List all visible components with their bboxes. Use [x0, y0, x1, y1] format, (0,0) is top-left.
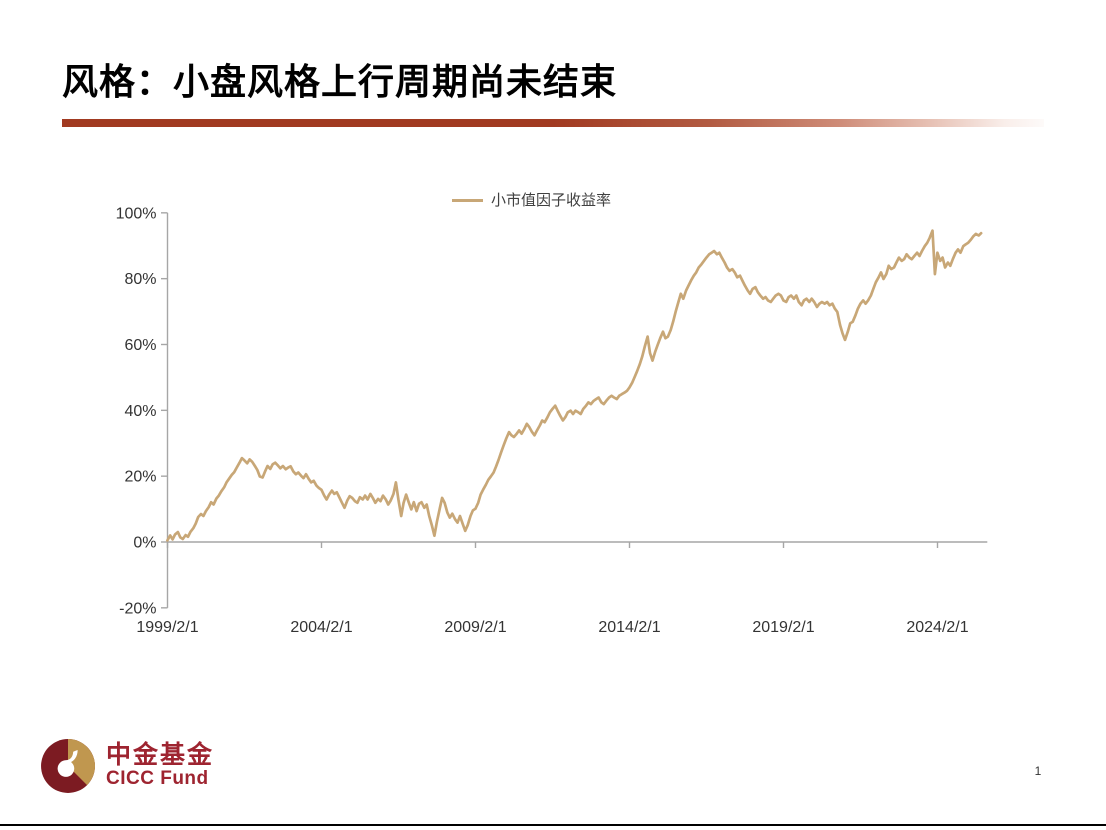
- logo-text-en: CICC Fund: [106, 767, 209, 789]
- y-tick-label: 0%: [133, 535, 156, 552]
- logo-text: 中金基金 CICC Fund: [106, 742, 214, 789]
- x-tick-label: 2004/2/1: [290, 619, 352, 636]
- logo-text-cn: 中金基金: [106, 741, 215, 770]
- y-tick-label: 20%: [124, 469, 156, 486]
- cicc-fund-logo-icon: [41, 739, 95, 793]
- x-tick-label: 1999/2/1: [136, 619, 198, 636]
- legend-label: 小市值因子收益率: [491, 192, 612, 209]
- x-tick-label: 2014/2/1: [598, 619, 660, 636]
- y-tick-label: 100%: [116, 205, 157, 222]
- x-tick-label: 2024/2/1: [906, 619, 968, 636]
- factor-return-chart: 100% 80% 60% 40% 20% 0% -20% 1999/2/1 2004/2/1 20…: [116, 205, 988, 636]
- page-number: 1: [1034, 764, 1042, 778]
- footer: 中金基金 CICC Fund: [40, 738, 214, 794]
- legend-line-swatch: [452, 198, 483, 203]
- x-tick-label: 2019/2/1: [752, 619, 814, 636]
- page-title: 风格：小盘风格上行周期尚未结束: [62, 62, 618, 102]
- chart-legend: 小市值因子收益率: [452, 193, 611, 208]
- x-tick-label: 2009/2/1: [444, 619, 506, 636]
- y-tick-label: 60%: [124, 337, 156, 354]
- y-tick-label: 40%: [124, 403, 156, 420]
- title-accent-bar: [62, 119, 1044, 127]
- bottom-rule: [0, 824, 1106, 826]
- y-tick-label: 80%: [124, 271, 156, 288]
- y-tick-label: -20%: [119, 600, 156, 617]
- series-line: [166, 229, 983, 542]
